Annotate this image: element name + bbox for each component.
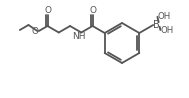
Text: B: B: [153, 20, 160, 30]
Text: O: O: [89, 6, 96, 15]
Text: NH: NH: [72, 31, 86, 40]
Text: O: O: [44, 6, 51, 15]
Text: O: O: [32, 27, 39, 36]
Text: OH: OH: [158, 12, 171, 21]
Text: OH: OH: [161, 25, 174, 34]
